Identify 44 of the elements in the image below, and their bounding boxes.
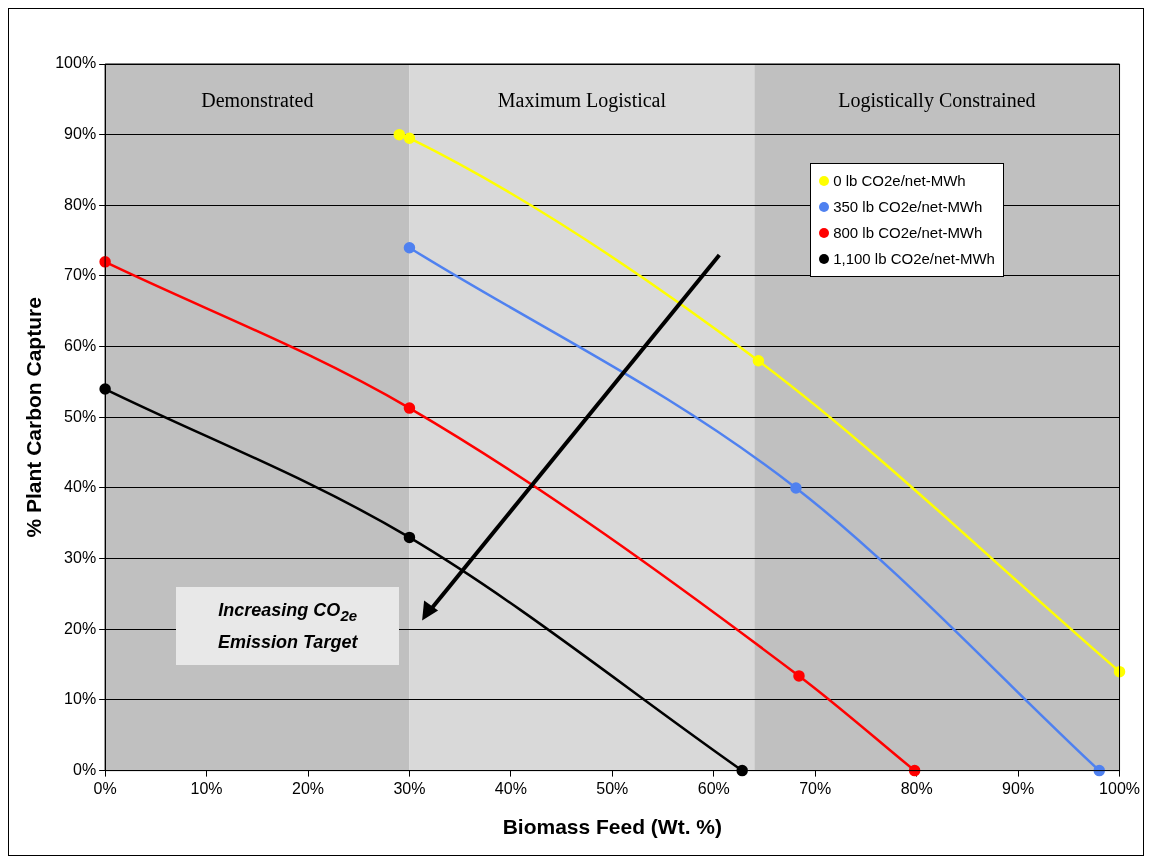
point [403,132,416,144]
y-tick-label: 0% [73,761,97,779]
legend-label: 800 lb CO2e/net-MWh [833,224,983,242]
y-tick-label: 100% [55,54,97,72]
x-tick-label: 40% [494,779,527,797]
legend-label: 350 lb CO2e/net-MWh [833,198,983,216]
y-tick-label: 20% [64,619,97,637]
point [1093,764,1105,777]
y-tick-label: 70% [64,266,97,284]
y-tick-label: 90% [64,125,97,143]
y-axis-title: % Plant Carbon Capture [22,297,46,538]
point [403,531,416,544]
point [790,482,802,494]
point [736,764,748,777]
x-tick-label: 70% [799,779,832,797]
note-box: Increasing CO$_{2e}$ Emission Target [176,586,400,665]
x-tick-label: 0% [93,779,117,797]
x-axis-title: Biomass Feed (Wt. %) [502,815,723,839]
x-tick-label: 30% [393,779,426,797]
y-tick-label: 10% [64,690,97,708]
point [393,128,406,141]
x-tick-label: 80% [900,779,933,797]
x-tick-label: 90% [1002,779,1035,797]
band-label: Maximum Logistical [497,89,667,113]
y-tick-label: 80% [64,195,97,213]
annotation: Increasing CO$_{2e}$ Emission Target [217,598,359,654]
x-tick-label: 20% [291,779,325,797]
y-tick-label: 60% [64,337,97,355]
legend-label: 1,100 lb CO2e/net-MWh [833,250,995,268]
point [403,241,416,254]
x-tick-label: 10% [190,779,223,797]
y-tick-label: 30% [64,549,97,567]
band-label: Demonstrated [201,89,314,112]
y-tick-label: 40% [64,478,97,496]
band-label: Logistically Constrained [838,89,1036,113]
point [403,402,416,414]
point [908,764,921,777]
legend-label: 0 lb CO2e/net-MWh [833,172,966,190]
point [752,355,765,367]
x-tick-label: 50% [596,779,629,797]
x-tick-label: 100% [1099,779,1140,797]
point [793,670,805,682]
y-tick-label: 50% [64,407,97,425]
x-tick-label: 60% [697,779,730,797]
